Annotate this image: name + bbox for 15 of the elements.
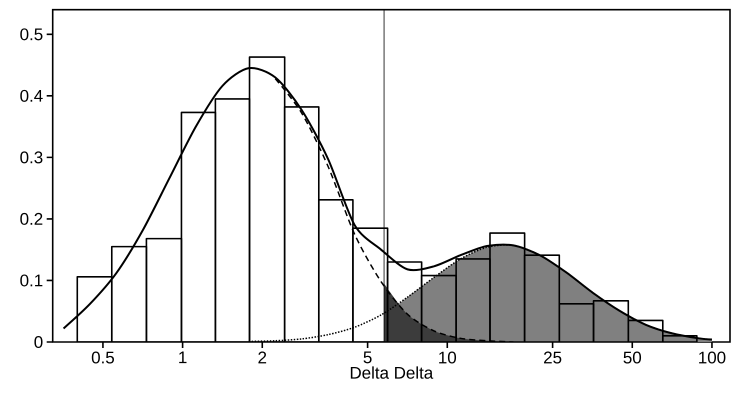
x-axis-title: Delta Delta (350, 366, 434, 379)
x-tick-label: 2 (258, 352, 266, 364)
y-tick-label: 0.4 (20, 90, 43, 102)
x-tick-label: 25 (544, 352, 562, 364)
x-tick-label: 0.5 (92, 352, 114, 364)
y-tick-label: 0.1 (20, 274, 42, 286)
y-tick-label: 0.2 (20, 212, 42, 225)
x-tick-label: 100 (699, 352, 726, 364)
x-tick-label: 5 (364, 352, 372, 364)
y-tick-label: 0.3 (20, 151, 42, 164)
x-tick-label: 10 (439, 352, 456, 364)
y-tick-label: 0 (34, 336, 43, 348)
y-tick-label: 0.5 (20, 28, 42, 40)
x-tick-label: 1 (179, 352, 186, 364)
x-tick-label: 50 (624, 352, 642, 364)
